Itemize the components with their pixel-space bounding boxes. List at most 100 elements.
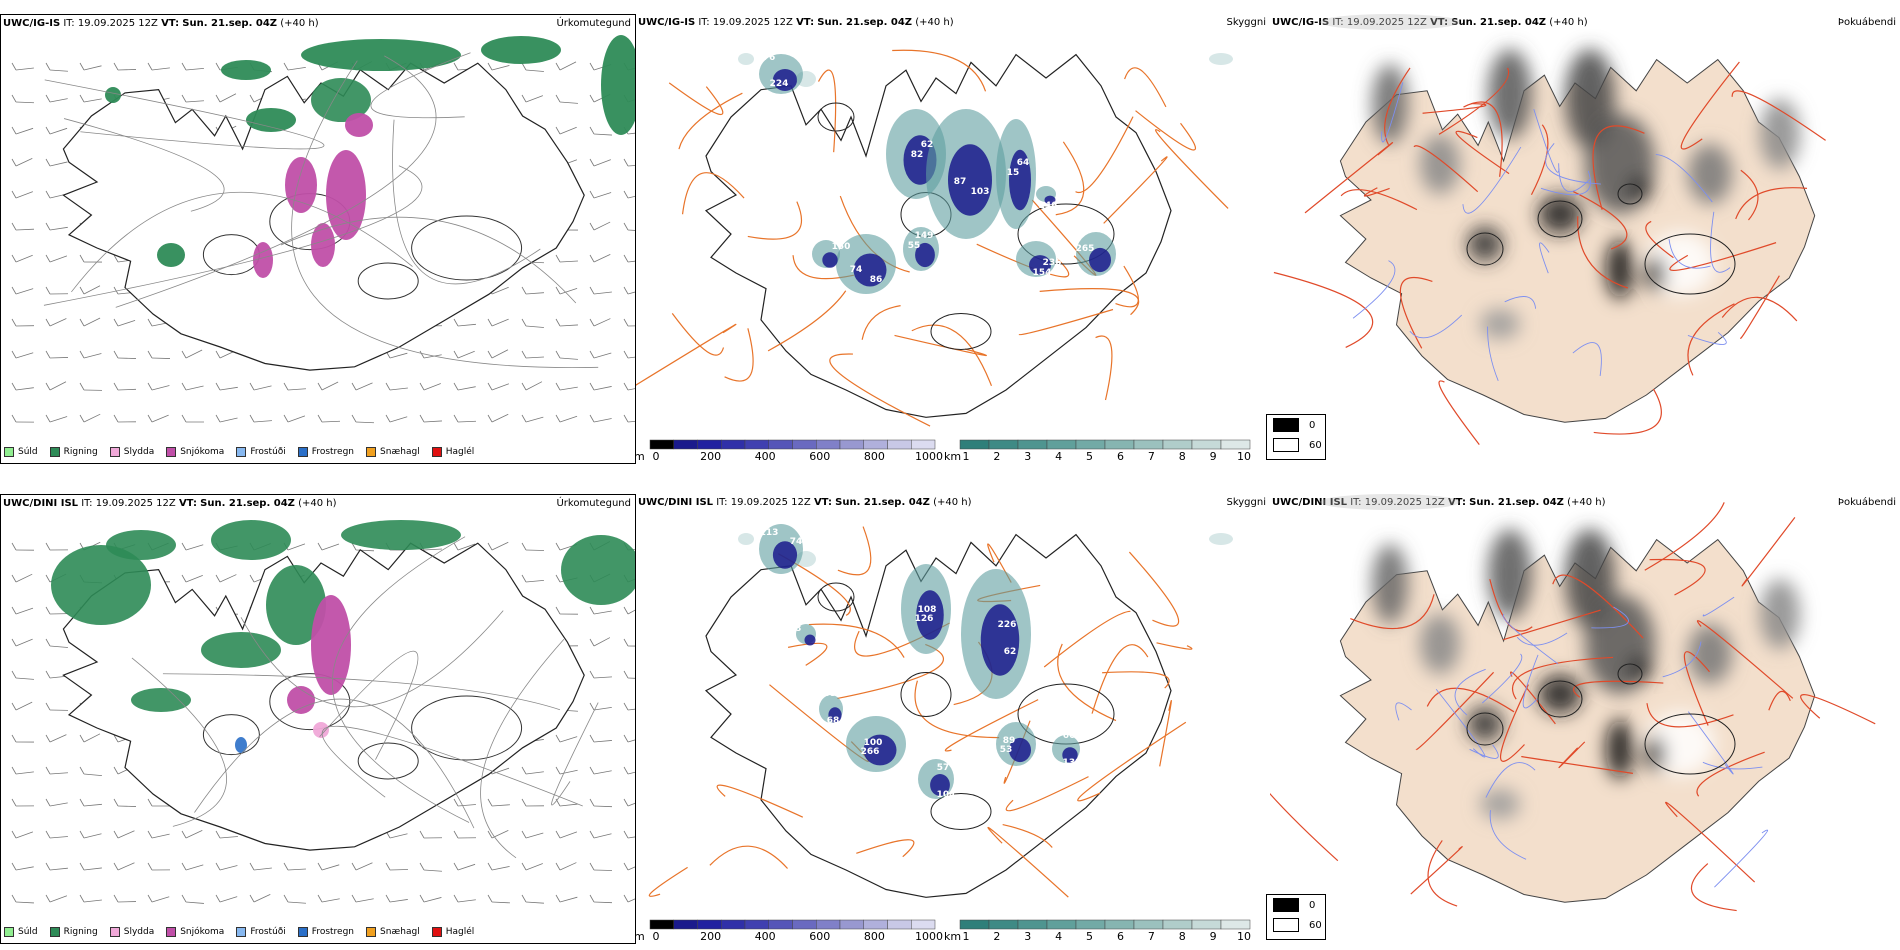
colorbar-cell: [1133, 439, 1164, 450]
colorbar-cell: [1133, 919, 1164, 930]
wind-barb-flag: [147, 798, 153, 807]
road-line: [1438, 67, 1510, 135]
road-line: [1427, 840, 1458, 907]
fog-index-patch: [1467, 226, 1503, 262]
wind-barb-flag: [521, 830, 527, 839]
wind-barb-flag: [589, 222, 595, 231]
wind-barb: [287, 66, 306, 71]
wind-barb-flag: [11, 318, 17, 327]
wind-barb: [83, 833, 102, 839]
road-line: [1399, 276, 1433, 349]
colorbar-tick-label: 0: [652, 450, 660, 463]
colorbar-tick-label: 800: [863, 450, 885, 463]
colorbar-unit: m: [636, 450, 645, 463]
road-line: [648, 866, 688, 897]
low-ceiling-area: [772, 69, 798, 91]
freezing-rain-area: [235, 737, 247, 753]
road-line: [1511, 656, 1614, 700]
panel-title: Skyggni: [1226, 497, 1266, 508]
wind-barb-flag: [181, 350, 187, 359]
wind-barb-flag: [487, 318, 493, 327]
colorbar-tick-label: 2: [993, 450, 1001, 463]
fog-index-patch: [1538, 194, 1582, 234]
colorbar-cell: [744, 439, 769, 450]
colorbar-cell: [792, 439, 817, 450]
road-line: [987, 543, 1012, 583]
wind-barb: [627, 609, 635, 615]
wind-barb: [219, 836, 238, 839]
ceiling-value-label: 68: [827, 716, 840, 726]
colorbar-cell: [1162, 439, 1193, 450]
wind-barb-flag: [113, 894, 119, 903]
wind-barb: [15, 387, 34, 391]
panel-header: UWC/IG-IS IT: 19.09.2025 12Z VT: Sun. 21…: [1272, 17, 1588, 28]
colorbar-tick-label: 7: [1147, 930, 1155, 943]
wind-barb: [389, 869, 409, 871]
legend-label: Haglél: [445, 447, 475, 457]
wind-barb: [287, 415, 306, 423]
colorbar-tick-label: 4: [1055, 450, 1063, 463]
glacier-outline: [1617, 183, 1643, 205]
wind-barb: [355, 382, 373, 391]
visibility-panel-top: UWC/IG-IS IT: 19.09.2025 12Z VT: Sun. 21…: [636, 14, 1270, 464]
legend-label: Slydda: [123, 447, 155, 457]
rain-area: [246, 108, 296, 132]
glacier-outline: [1537, 680, 1583, 718]
wind-barb-flag: [11, 574, 17, 583]
road-line: [71, 191, 413, 293]
legend-label: Frostúði: [250, 447, 286, 457]
wind-barb-flag: [453, 318, 459, 327]
wind-barb-flag: [283, 862, 289, 871]
wind-barb: [389, 352, 408, 359]
offshore-visibility-patch: [796, 71, 816, 87]
wind-barb: [355, 898, 374, 903]
legend-item: Slydda: [109, 927, 154, 937]
wind-barb-flag: [521, 350, 527, 359]
wind-barb: [627, 836, 635, 839]
visibility-map: 76 82 103 15 86 55 154 265 246 150 224 62 87 64 74 149 2…: [636, 49, 1233, 427]
glacier-outline: [1017, 203, 1115, 265]
road-line: [1363, 187, 1390, 197]
wind-barb-flag: [623, 382, 629, 391]
river-line: [1545, 142, 1601, 185]
ceiling-value-label: 53: [1000, 745, 1013, 755]
wind-barb: [389, 387, 408, 391]
rain-area: [341, 520, 461, 550]
wind-barb-flag: [589, 62, 595, 71]
wind-barb: [559, 126, 577, 135]
road-line: [1135, 110, 1197, 151]
legend-swatch: [109, 447, 120, 457]
wind-barb-flag: [79, 254, 85, 263]
colorbar-tick-label: 8: [1178, 450, 1186, 463]
road-line: [1503, 609, 1601, 641]
glacier-outline: [411, 695, 523, 761]
legend-item: Snjókoma: [166, 927, 224, 937]
ceiling-value-label: 138: [1063, 758, 1082, 768]
road-line: [1690, 863, 1737, 912]
low-ceiling-area: [804, 634, 816, 646]
panel-title: Þokuábendi: [1837, 17, 1896, 28]
river-line: [1485, 762, 1536, 798]
colorbar-cell: [839, 439, 864, 450]
wind-barb-flag: [453, 798, 459, 807]
legend-swatch: [297, 927, 308, 937]
colorbar-cell: [1046, 439, 1077, 450]
colorbar-cell: [649, 919, 674, 930]
wind-barb-flag: [45, 94, 51, 103]
road-line: [1577, 216, 1629, 289]
river-line: [1558, 163, 1591, 192]
legend-label: Frostúði: [250, 927, 286, 937]
wind-barb-flag: [623, 862, 629, 871]
visibility-panel-bottom: UWC/DINI ISL IT: 19.09.2025 12Z VT: Sun.…: [636, 494, 1270, 944]
river-line: [1710, 211, 1731, 273]
wind-barb-flag: [555, 734, 561, 743]
road-line: [716, 784, 804, 818]
offshore-fog: [1320, 14, 1460, 30]
wind-barb-flag: [215, 894, 221, 903]
wind-barb-flag: [623, 254, 629, 263]
legend-item: Frostúði: [236, 447, 286, 457]
wind-barb-flag: [555, 606, 561, 615]
wind-barb-flag: [11, 766, 17, 775]
wind-barb-flag: [215, 350, 221, 359]
wind-barb-flag: [521, 798, 527, 807]
